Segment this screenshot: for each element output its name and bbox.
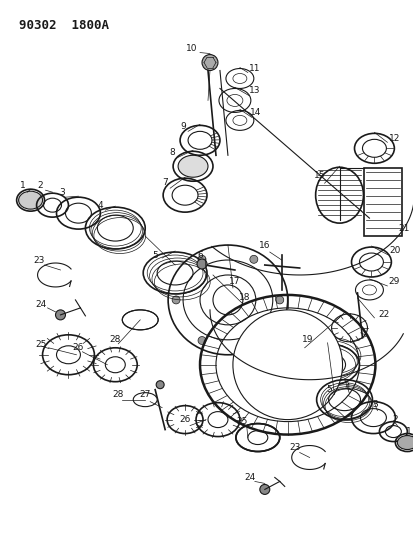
Circle shape [259,484,269,495]
Ellipse shape [235,424,279,451]
Text: 23: 23 [288,443,300,452]
Circle shape [233,310,342,419]
Circle shape [55,310,65,320]
Text: 22: 22 [378,310,389,319]
Text: 2: 2 [38,181,43,190]
Text: 19: 19 [301,335,313,344]
Circle shape [156,381,164,389]
Text: 8: 8 [169,148,175,157]
Text: 29: 29 [388,278,399,286]
Circle shape [249,255,257,263]
Text: 10: 10 [186,44,197,53]
Text: 25: 25 [35,340,46,349]
Text: 3: 3 [372,400,377,409]
Text: 4: 4 [97,200,103,209]
Bar [363,168,401,236]
Text: 27: 27 [139,390,150,399]
Text: 28: 28 [109,335,121,344]
Ellipse shape [396,435,413,449]
Text: 16: 16 [259,240,270,249]
Text: 2: 2 [392,415,397,424]
Text: 26: 26 [73,343,84,352]
Ellipse shape [133,393,157,407]
Text: 23: 23 [33,255,44,264]
Circle shape [202,54,217,70]
Text: 3: 3 [59,188,65,197]
Circle shape [172,296,180,304]
Text: 11: 11 [249,64,260,73]
Text: 26: 26 [179,415,190,424]
Circle shape [212,285,242,315]
Text: 18: 18 [239,294,250,302]
Text: 12: 12 [388,134,399,143]
Circle shape [197,259,206,269]
Text: 4: 4 [344,383,349,392]
Circle shape [197,336,206,344]
Text: 1: 1 [20,181,26,190]
Text: 17: 17 [229,278,240,286]
Text: 1: 1 [406,427,411,436]
Text: 13: 13 [249,86,260,95]
Text: 90302  1800A: 90302 1800A [19,19,108,31]
Circle shape [197,255,206,263]
Text: 21: 21 [398,224,409,232]
Text: 15: 15 [313,171,325,180]
Ellipse shape [178,155,207,177]
Text: 5: 5 [326,385,332,394]
Ellipse shape [122,310,158,330]
Text: 6: 6 [197,251,202,260]
Text: 24: 24 [35,301,46,309]
Text: 24: 24 [244,473,255,482]
Text: 9: 9 [180,122,185,131]
Text: 25: 25 [236,417,247,426]
Circle shape [275,296,283,304]
Text: 20: 20 [389,246,400,255]
Text: 28: 28 [112,390,123,399]
Circle shape [249,336,257,344]
Ellipse shape [19,191,43,209]
Text: 5: 5 [152,251,158,260]
Text: 7: 7 [162,177,168,187]
Text: 14: 14 [249,108,261,117]
